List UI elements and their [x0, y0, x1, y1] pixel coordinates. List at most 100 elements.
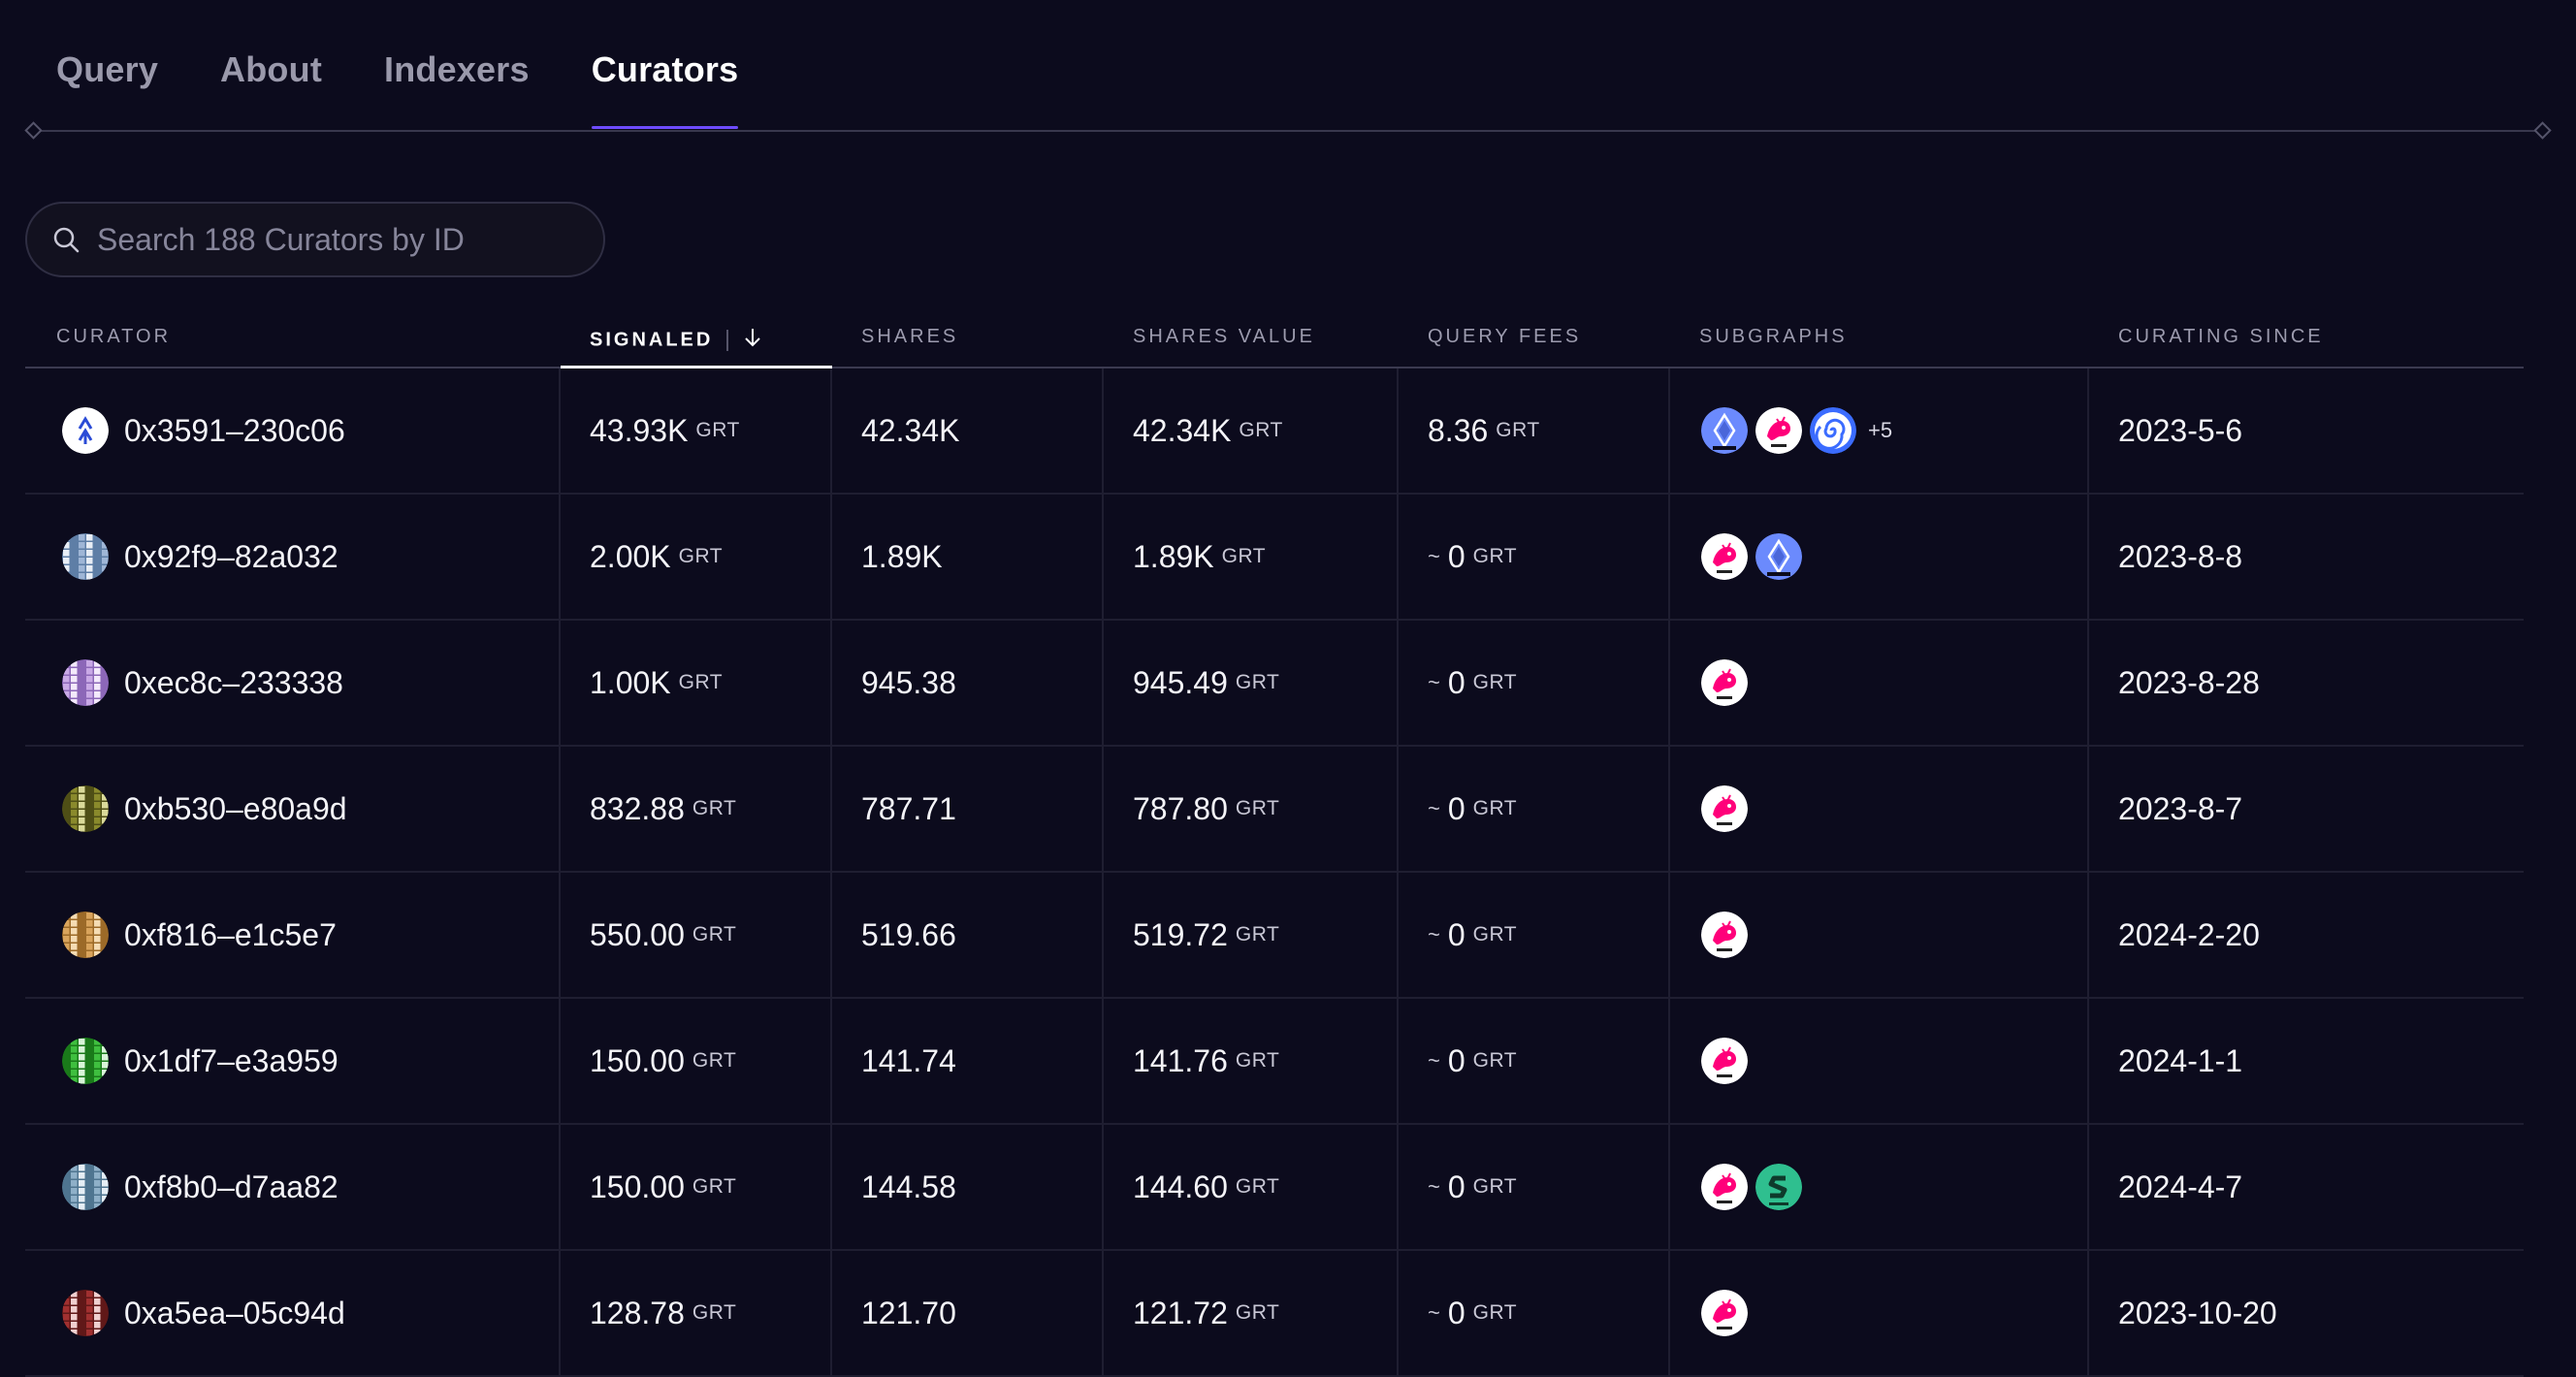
uniswap-icon[interactable] [1699, 531, 1750, 582]
curating-since-date: 2023-10-20 [2118, 1295, 2277, 1330]
column-divider [1397, 999, 1399, 1123]
column-divider [559, 999, 561, 1123]
curator-cell[interactable]: 0x1df7–e3a959 [62, 999, 338, 1123]
approx-symbol: ~ [1428, 1048, 1440, 1073]
table-row[interactable]: 0xa5ea–05c94d 128.78 GRT 121.70 121.72 GRT ~0 G… [25, 1251, 2524, 1377]
uniswap-icon[interactable] [1699, 910, 1750, 960]
curators-table: CURATOR SIGNALED SHARES SHARES VALUE QUE… [25, 312, 2524, 1377]
column-header-curating-since[interactable]: CURATING SINCE [2118, 326, 2324, 347]
column-header-shares-value[interactable]: SHARES VALUE [1133, 326, 1315, 347]
curator-address[interactable]: 0x92f9–82a032 [124, 538, 338, 574]
curator-cell[interactable]: 0x3591–230c06 [62, 368, 345, 493]
table-row[interactable]: 0xb530–e80a9d 832.88 GRT 787.71 787.80 GRT ~0 G… [25, 747, 2524, 873]
curator-address[interactable]: 0xf816–e1c5e7 [124, 916, 337, 952]
curator-cell[interactable]: 0xf8b0–d7aa82 [62, 1125, 338, 1249]
approx-symbol: ~ [1428, 922, 1440, 946]
column-header-signaled-label: SIGNALED [590, 329, 714, 351]
steel-grid-avatar [62, 1164, 109, 1210]
curator-address[interactable]: 0x3591–230c06 [124, 412, 345, 448]
signaled-cell: 128.78 GRT [590, 1251, 736, 1375]
signaled-cell: 43.93K GRT [590, 368, 740, 493]
column-divider [1102, 873, 1104, 997]
column-header-signaled[interactable]: SIGNALED [590, 326, 763, 355]
table-row[interactable]: 0x1df7–e3a959 150.00 GRT 141.74 141.76 GRT ~0 G… [25, 999, 2524, 1125]
curating-since-cell: 2023-10-20 [2118, 1251, 2277, 1375]
orange-grid-avatar [62, 912, 109, 958]
signaled-cell: 832.88 GRT [590, 747, 736, 871]
approx-symbol: ~ [1428, 1300, 1440, 1325]
curator-cell[interactable]: 0x92f9–82a032 [62, 495, 338, 619]
curator-address[interactable]: 0xec8c–233338 [124, 664, 343, 700]
shares-cell: 141.74 [861, 999, 956, 1123]
uniswap-icon[interactable] [1699, 1162, 1750, 1212]
subgraphs-cell [1699, 621, 1754, 745]
column-header-curator[interactable]: CURATOR [56, 326, 172, 347]
green-s-icon[interactable] [1754, 1162, 1804, 1212]
column-header-shares[interactable]: SHARES [861, 326, 959, 347]
shares-value-cell: 519.72 GRT [1133, 873, 1279, 997]
curator-address[interactable]: 0xf8b0–d7aa82 [124, 1169, 338, 1204]
uniswap-icon[interactable] [1699, 657, 1750, 708]
curator-address[interactable]: 0xb530–e80a9d [124, 790, 347, 826]
tab-indexers[interactable]: Indexers [384, 49, 530, 89]
table-row[interactable]: 0x92f9–82a032 2.00K GRT 1.89K 1.89K GRT ~0 GRT 2… [25, 495, 2524, 621]
ethereum-icon[interactable] [1699, 405, 1750, 456]
search-input[interactable] [95, 220, 584, 259]
curating-since-date: 2023-5-6 [2118, 412, 2243, 448]
shares-amount: 42.34K [861, 412, 960, 448]
shares-value-unit: GRT [1235, 797, 1280, 819]
uniswap-icon[interactable] [1754, 405, 1804, 456]
shares-value-cell: 945.49 GRT [1133, 621, 1279, 745]
curator-cell[interactable]: 0xb530–e80a9d [62, 747, 347, 871]
tab-curators[interactable]: Curators [591, 47, 739, 129]
signaled-cell: 150.00 GRT [590, 1125, 736, 1249]
red-grid-avatar [62, 1290, 109, 1336]
curating-since-date: 2023-8-7 [2118, 790, 2243, 826]
search-icon [50, 224, 81, 255]
blue-grid-avatar [62, 533, 109, 580]
tab-query[interactable]: Query [56, 49, 159, 89]
column-divider [1102, 999, 1104, 1123]
column-divider [2087, 368, 2089, 493]
subgraphs-cell [1699, 495, 1808, 619]
query-fees-cell: ~0 GRT [1428, 747, 1517, 871]
subgraphs-cell [1699, 1125, 1808, 1249]
uniswap-icon[interactable] [1699, 784, 1750, 834]
shares-value-unit: GRT [1239, 419, 1283, 441]
query-fees-cell: ~0 GRT [1428, 999, 1517, 1123]
spiral-icon[interactable] [1808, 405, 1858, 456]
curator-address[interactable]: 0x1df7–e3a959 [124, 1042, 338, 1078]
shares-value-amount: 945.49 [1133, 664, 1228, 700]
table-row[interactable]: 0xf816–e1c5e7 550.00 GRT 519.66 519.72 GRT ~0 G… [25, 873, 2524, 999]
table-row[interactable]: 0xf8b0–d7aa82 150.00 GRT 144.58 144.60 GRT ~0 G… [25, 1125, 2524, 1251]
signaled-unit: GRT [678, 545, 724, 567]
column-header-subgraphs[interactable]: SUBGRAPHS [1699, 326, 1848, 347]
query-fees-unit: GRT [1472, 671, 1518, 693]
table-row[interactable]: 0x3591–230c06 43.93K GRT 42.34K 42.34K GRT 8.3… [25, 368, 2524, 495]
search-box[interactable] [25, 202, 605, 277]
column-divider [1668, 368, 1670, 493]
column-divider [1102, 747, 1104, 871]
curator-cell[interactable]: 0xa5ea–05c94d [62, 1251, 345, 1375]
sort-descending-icon[interactable] [742, 326, 763, 355]
uniswap-icon[interactable] [1699, 1036, 1750, 1086]
subgraphs-more-count[interactable]: +5 [1868, 418, 1893, 442]
uniswap-icon[interactable] [1699, 1288, 1750, 1338]
curator-address[interactable]: 0xa5ea–05c94d [124, 1295, 345, 1330]
tab-bar: Query About Indexers Curators [56, 47, 800, 129]
curator-cell[interactable]: 0xec8c–233338 [62, 621, 343, 745]
column-divider [1397, 368, 1399, 493]
query-fees-amount: 0 [1447, 664, 1465, 700]
ethereum-icon[interactable] [1754, 531, 1804, 582]
query-fees-unit: GRT [1472, 797, 1518, 819]
curator-cell[interactable]: 0xf816–e1c5e7 [62, 873, 337, 997]
query-fees-unit: GRT [1472, 1175, 1518, 1198]
column-header-query-fees[interactable]: QUERY FEES [1428, 326, 1582, 347]
signaled-unit: GRT [692, 797, 737, 819]
signaled-amount: 128.78 [590, 1295, 685, 1330]
table-row[interactable]: 0xec8c–233338 1.00K GRT 945.38 945.49 GRT ~0 GR… [25, 621, 2524, 747]
tab-about[interactable]: About [220, 49, 323, 89]
signaled-cell: 550.00 GRT [590, 873, 736, 997]
divider-right-diamond [2533, 121, 2552, 140]
shares-value-cell: 144.60 GRT [1133, 1125, 1279, 1249]
